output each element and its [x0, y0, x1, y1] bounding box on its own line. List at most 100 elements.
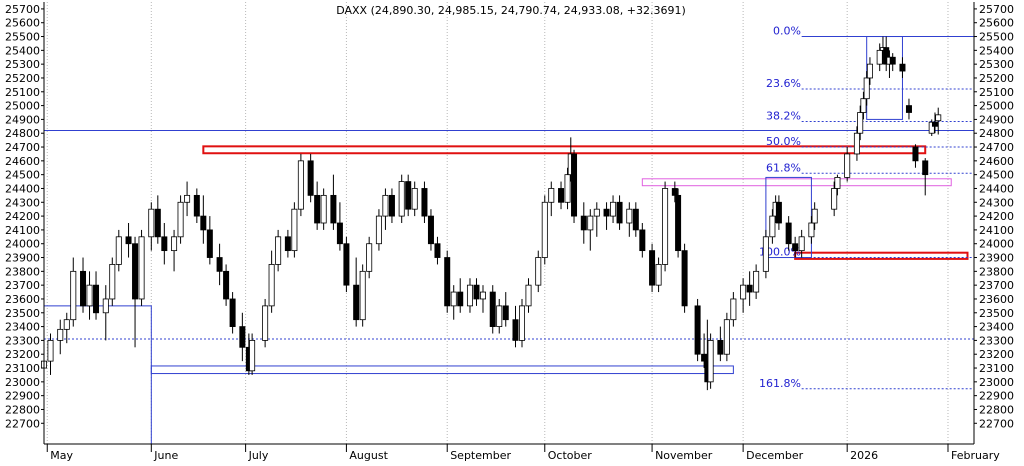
fib-level-label: 23.6% — [766, 77, 801, 90]
candle-body — [857, 112, 864, 134]
candle-body — [746, 284, 753, 293]
candle-body — [580, 215, 587, 231]
candle-body — [466, 284, 473, 307]
y-tick-label-left: 23500 — [5, 307, 40, 320]
candle-body — [649, 250, 656, 286]
y-tick-label-right: 23600 — [979, 293, 1014, 306]
candle-body — [138, 236, 145, 300]
candle-body — [375, 215, 382, 245]
y-tick-label-left: 23100 — [5, 362, 40, 375]
candle-body — [366, 243, 373, 272]
y-tick-label-right: 23700 — [979, 279, 1014, 292]
zone-box — [641, 178, 952, 187]
candle-body — [177, 201, 184, 238]
y-tick-label-left: 22700 — [5, 417, 40, 430]
candle-body — [671, 188, 678, 196]
candle-body — [154, 208, 161, 238]
y-tick-label-left: 25600 — [5, 17, 40, 30]
x-tick-label: August — [349, 449, 388, 462]
candle-body — [249, 340, 256, 372]
y-tick-label-right: 25300 — [979, 58, 1014, 71]
y-tick-label-right: 25600 — [979, 17, 1014, 30]
y-tick-label-left: 23300 — [5, 334, 40, 347]
y-tick-label-right: 24100 — [979, 224, 1014, 237]
x-tick-label: November — [655, 449, 713, 462]
candle-body — [86, 284, 93, 307]
y-tick-label-left: 22800 — [5, 403, 40, 416]
y-tick-label-right: 24900 — [979, 113, 1014, 126]
candle-body — [808, 222, 815, 238]
y-tick-label-left: 24900 — [5, 113, 40, 126]
candle-body — [336, 222, 343, 245]
candle-body — [571, 153, 578, 217]
candle-body — [730, 298, 737, 321]
candle-body — [655, 264, 662, 286]
candle-body — [161, 236, 168, 252]
candle-body — [860, 98, 867, 113]
candle-body — [831, 188, 838, 210]
y-tick-label-left: 24100 — [5, 224, 40, 237]
candle-body — [297, 160, 304, 210]
candle-body — [343, 243, 350, 286]
y-tick-label-left: 22900 — [5, 390, 40, 403]
candle-body — [132, 243, 139, 300]
y-tick-label-left: 23700 — [5, 279, 40, 292]
y-tick-label-right: 22700 — [979, 417, 1014, 430]
candle-body — [284, 236, 291, 252]
y-tick-label-left: 24400 — [5, 182, 40, 195]
zone-box — [44, 305, 152, 444]
candle-body — [899, 63, 906, 72]
y-tick-label-right: 25100 — [979, 86, 1014, 99]
candle-body — [184, 194, 191, 203]
candle-body — [382, 194, 389, 217]
candle-body — [740, 284, 747, 300]
candle-body — [675, 194, 682, 252]
candle-body — [931, 121, 938, 127]
candle-body — [662, 188, 669, 265]
y-tick-label-right: 25200 — [979, 72, 1014, 85]
candle-body — [535, 257, 542, 286]
candle-body — [125, 236, 132, 245]
y-tick-label-left: 24700 — [5, 141, 40, 154]
y-tick-label-left: 23900 — [5, 252, 40, 265]
candle-body — [753, 270, 760, 293]
y-tick-label-right: 22900 — [979, 390, 1014, 403]
candle-body — [603, 208, 610, 217]
y-tick-label-right: 22800 — [979, 403, 1014, 416]
y-tick-label-right: 24400 — [979, 182, 1014, 195]
candle-body — [681, 250, 688, 307]
y-tick-label-right: 23500 — [979, 307, 1014, 320]
candles — [41, 36, 942, 396]
candle-body — [434, 243, 441, 258]
candle-body — [723, 319, 730, 355]
candle-body — [275, 236, 282, 265]
candle-body — [564, 174, 571, 203]
candle-body — [626, 208, 633, 224]
candle-body — [93, 284, 100, 314]
candle-body — [792, 243, 799, 252]
candle-body — [798, 236, 805, 252]
y-tick-label-left: 23600 — [5, 293, 40, 306]
y-tick-label-left: 24500 — [5, 169, 40, 182]
fib-level-label: 38.2% — [766, 109, 801, 122]
y-tick-label-left: 23200 — [5, 348, 40, 361]
y-tick-label-right: 23200 — [979, 348, 1014, 361]
candle-body — [496, 305, 503, 327]
candle-body — [694, 305, 701, 355]
candle-body — [512, 319, 519, 341]
candle-body — [193, 194, 200, 217]
fib-level-label: 100.0% — [759, 246, 801, 259]
y-tick-label-left: 24000 — [5, 238, 40, 251]
candle-body — [268, 264, 275, 307]
candle-body — [421, 188, 428, 217]
candle-body — [359, 270, 366, 321]
candle-body — [479, 291, 486, 300]
candle-body — [229, 298, 236, 327]
candle-body — [889, 56, 896, 65]
fib-level-label: 50.0% — [766, 135, 801, 148]
y-tick-label-right: 24000 — [979, 238, 1014, 251]
candle-body — [320, 194, 327, 224]
y-tick-label-left: 25400 — [5, 44, 40, 57]
